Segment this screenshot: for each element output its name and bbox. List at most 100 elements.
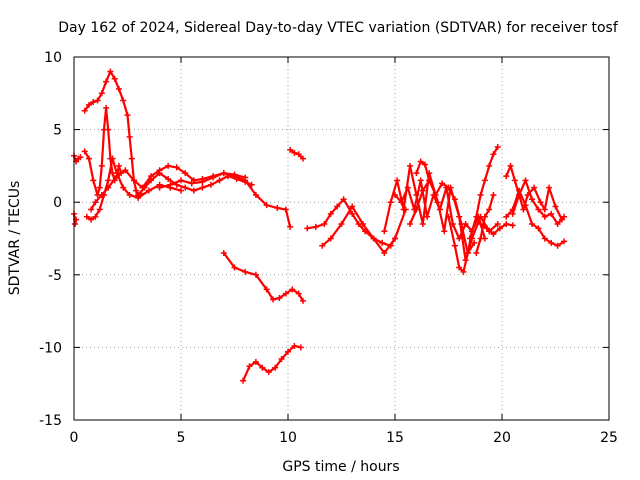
data-point	[486, 162, 493, 169]
data-point	[481, 177, 488, 184]
data-point	[252, 191, 259, 198]
series-track-20	[473, 191, 497, 257]
data-point	[299, 297, 306, 304]
data-point	[546, 184, 553, 191]
data-point	[406, 162, 413, 169]
data-point	[207, 181, 214, 188]
data-point	[481, 213, 488, 220]
data-point	[528, 220, 535, 227]
data-point	[503, 213, 510, 220]
data-point	[216, 177, 223, 184]
data-point	[439, 180, 446, 187]
data-point	[105, 184, 112, 191]
data-point	[148, 177, 155, 184]
data-point	[456, 235, 463, 242]
data-point	[156, 170, 163, 177]
data-point	[334, 203, 341, 210]
data-point	[287, 146, 294, 153]
series-line	[505, 164, 564, 221]
series-line	[415, 160, 431, 182]
series-line	[158, 172, 292, 228]
data-point	[156, 184, 163, 191]
data-point	[182, 184, 189, 191]
series-track-2	[71, 210, 80, 227]
data-point	[272, 364, 279, 371]
data-point	[507, 162, 514, 169]
data-point	[263, 202, 270, 209]
series-line	[242, 344, 302, 382]
data-point	[359, 220, 366, 227]
data-point	[522, 202, 529, 209]
data-point	[287, 223, 294, 230]
data-point	[282, 206, 289, 213]
data-point	[124, 112, 131, 119]
data-point	[291, 342, 298, 349]
data-point	[210, 174, 217, 181]
data-point	[126, 133, 133, 140]
data-point	[295, 151, 302, 158]
data-point	[240, 377, 247, 384]
data-point	[541, 206, 548, 213]
data-point	[98, 191, 105, 198]
data-point	[561, 238, 568, 245]
data-point	[445, 184, 452, 191]
data-point	[242, 268, 249, 275]
data-point	[220, 250, 227, 257]
series-line	[383, 164, 499, 262]
x-tick-label: 25	[600, 430, 618, 446]
data-point	[509, 206, 516, 213]
data-point	[113, 173, 120, 180]
data-point	[421, 161, 428, 168]
data-point	[531, 184, 538, 191]
data-point	[413, 206, 420, 213]
data-point	[122, 167, 129, 174]
data-point	[165, 162, 172, 169]
data-point	[349, 210, 356, 217]
data-point	[537, 199, 544, 206]
x-tick-label: 0	[70, 430, 79, 446]
data-point	[338, 220, 345, 227]
data-point	[126, 191, 133, 198]
data-point	[77, 154, 84, 161]
data-point	[511, 177, 518, 184]
axis-ticks	[73, 56, 610, 421]
series-track-11	[287, 146, 306, 162]
data-point	[92, 213, 99, 220]
data-point	[490, 191, 497, 198]
data-point	[263, 286, 270, 293]
data-point	[282, 290, 289, 297]
data-point	[105, 177, 112, 184]
data-point	[541, 235, 548, 242]
data-point	[285, 348, 291, 355]
y-tick-label: 5	[53, 123, 62, 139]
data-point	[490, 231, 497, 238]
data-point	[319, 242, 326, 249]
series-track-8	[156, 170, 294, 230]
data-point	[509, 222, 516, 229]
data-point	[451, 242, 458, 249]
data-point	[432, 191, 439, 198]
data-point	[387, 199, 394, 206]
data-point	[419, 187, 426, 194]
data-point	[503, 220, 510, 227]
data-point	[520, 206, 527, 213]
data-point	[130, 177, 137, 184]
data-point	[178, 187, 184, 194]
data-point	[535, 206, 542, 213]
data-point	[111, 75, 118, 82]
y-tick-label: 10	[44, 50, 62, 66]
data-point	[178, 177, 184, 184]
data-point	[252, 271, 259, 278]
data-point	[278, 356, 285, 363]
data-point	[490, 151, 497, 158]
data-point	[90, 99, 97, 106]
data-point	[141, 184, 148, 191]
data-point	[81, 148, 88, 155]
data-point	[477, 235, 484, 242]
data-point	[535, 225, 542, 232]
data-point	[349, 203, 356, 210]
data-point	[554, 242, 561, 249]
data-point	[85, 101, 92, 108]
data-point	[107, 68, 114, 75]
data-point	[120, 184, 127, 191]
